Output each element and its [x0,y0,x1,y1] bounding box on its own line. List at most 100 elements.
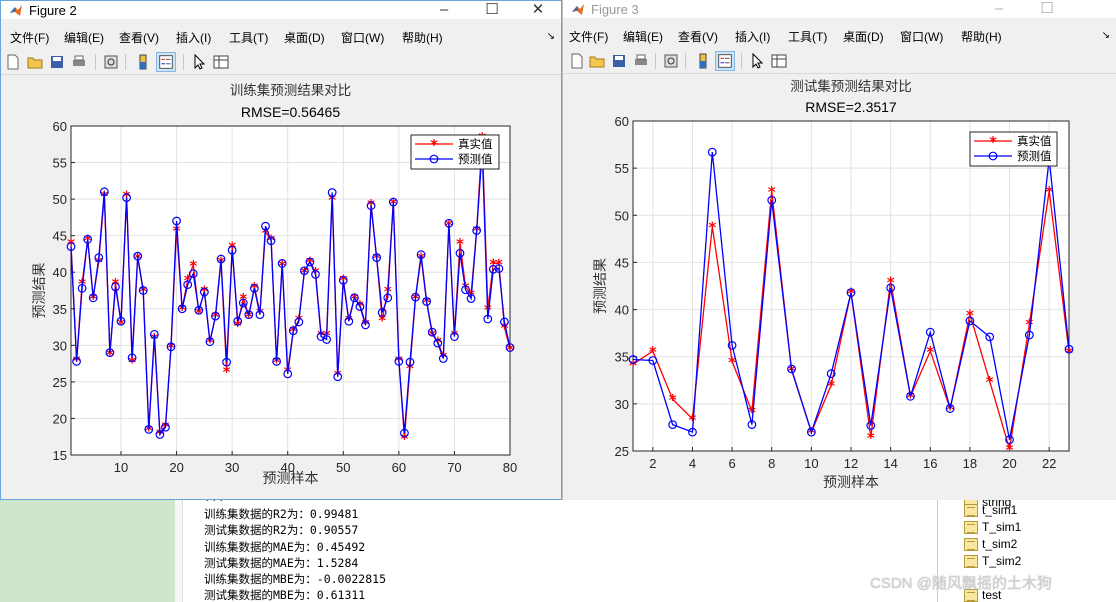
data-point [149,329,159,339]
data-point [366,201,376,211]
data-point [433,338,443,348]
cmd-line: 训练集数据的R2为：0.99481 [204,507,359,521]
property-editor-icon[interactable] [769,51,789,71]
x-axis-label: 预测样本 [823,475,879,491]
cmd-line: 训练集数据的MAE为：0.45492 [204,540,366,554]
maximize-button[interactable]: ☐ [485,1,499,18]
data-point: * [123,187,131,205]
data-point: * [629,356,637,374]
new-figure-icon[interactable] [567,51,587,71]
legend-icon[interactable] [156,52,176,72]
data-point: * [1006,441,1014,459]
open-file-icon[interactable] [25,52,45,72]
toolbar-separator [655,53,656,69]
pointer-icon[interactable] [747,51,767,71]
figure-2-window[interactable]: Figure 2 – ☐ ✕ 文件(F) 编辑(E) 查看(V) 插入(I) 工… [0,0,562,500]
menu-insert[interactable]: 插入(I) [176,31,212,45]
minimize-button[interactable]: – [439,1,449,18]
property-editor-icon[interactable] [211,52,231,72]
print-preview-icon[interactable] [661,51,681,71]
new-figure-icon[interactable] [3,52,23,72]
maximize-button[interactable]: ☐ [1040,0,1054,17]
cmd-line: 测试集数据的MBE为：0.61311 [204,588,366,602]
data-point [1024,330,1034,340]
data-point [94,253,104,263]
data-point [322,335,332,344]
command-window-gutter [175,500,183,602]
menu-edit[interactable]: 编辑(E) [623,30,663,44]
menu-edit[interactable]: 编辑(E) [64,31,104,45]
figure-3-window[interactable]: Figure 3 – ☐ 文件(F) 编辑(E) 查看(V) 插入(I) 工具(… [562,0,1116,500]
data-point [461,285,470,295]
menu-help[interactable]: 帮助(H) [961,30,1002,44]
menu-file[interactable]: 文件(F) [569,30,609,44]
y-tick-label: 50 [615,208,629,223]
close-button[interactable]: ✕ [531,1,545,18]
data-point [294,317,304,327]
save-icon[interactable] [47,52,67,72]
training-set-chart[interactable]: 10 20 30 40 50 60 70 80 15 20 25 30 35 40 45 50 55 60 训练集预… [1,76,561,499]
legend-box [410,134,500,170]
menu-view[interactable]: 查看(V) [678,30,718,44]
data-point: * [228,239,236,257]
data-point [383,293,393,303]
colorbar-icon[interactable] [693,51,713,71]
data-point: * [748,403,756,421]
menu-help[interactable]: 帮助(H) [402,31,443,45]
data-point [372,253,382,263]
dock-arrow-icon[interactable]: ↘ [546,31,555,42]
workspace-panel[interactable]: string t_sim1 T_sim1 t_sim2 T_sim2 test [937,500,1116,602]
data-point [925,327,935,337]
menu-file[interactable]: 文件(F) [10,31,50,45]
data-point [338,275,348,285]
open-file-icon[interactable] [587,51,607,71]
print-preview-icon[interactable] [101,52,121,72]
y-tick-label: 50 [53,192,67,207]
pointer-icon[interactable] [189,52,209,72]
print-icon[interactable] [69,52,89,72]
data-point [455,248,465,258]
menu-insert[interactable]: 插入(I) [735,30,771,44]
data-point [127,353,137,363]
figure-toolbar [1,49,561,75]
menu-view[interactable]: 查看(V) [119,31,159,45]
data-point [494,264,504,273]
menu-desktop[interactable]: 桌面(D) [843,30,884,44]
data-point [377,308,387,317]
dock-arrow-icon[interactable]: ↘ [1101,30,1110,41]
save-icon[interactable] [609,51,629,71]
window-title: Figure 2 [29,3,77,18]
data-point: * [728,353,736,371]
y-tick-label: 30 [53,338,67,353]
title-bar[interactable]: Figure 2 – ☐ ✕ [1,1,561,19]
data-point: * [768,183,776,201]
x-tick-label: 4 [689,456,696,471]
legend-icon[interactable] [715,51,735,71]
data-point: * [708,219,716,237]
chart-subtitle: RMSE=0.56465 [241,104,340,120]
menu-tools[interactable]: 工具(T) [788,30,828,44]
command-window[interactable]: ··· 训练集数据的R2为：0.99481 测试集数据的R2为：0.90557 … [175,500,937,602]
title-bar[interactable]: Figure 3 – ☐ [563,0,1116,18]
menu-tools[interactable]: 工具(T) [229,31,269,45]
menu-window[interactable]: 窗口(W) [341,31,385,45]
data-point: * [946,401,954,419]
menu-window[interactable]: 窗口(W) [900,30,944,44]
data-point [427,327,437,337]
colorbar-icon[interactable] [133,52,153,72]
print-icon[interactable] [631,51,651,71]
minimize-button[interactable]: – [994,0,1004,17]
data-point [400,428,409,438]
y-tick-label: 40 [615,303,629,318]
test-set-chart[interactable]: 2 4 6 8 10 12 14 16 18 20 22 25 30 35 40 45 50 55 60 测试集预测结… [563,75,1116,500]
menu-desktop[interactable]: 桌面(D) [284,31,325,45]
variable-icon [964,521,978,534]
data-point [1005,435,1014,445]
data-point: * [206,334,214,352]
data-point: * [428,326,436,344]
x-tick-label: 10 [804,456,818,471]
data-point [767,195,777,205]
x-tick-label: 8 [768,456,775,471]
data-point [283,369,293,379]
